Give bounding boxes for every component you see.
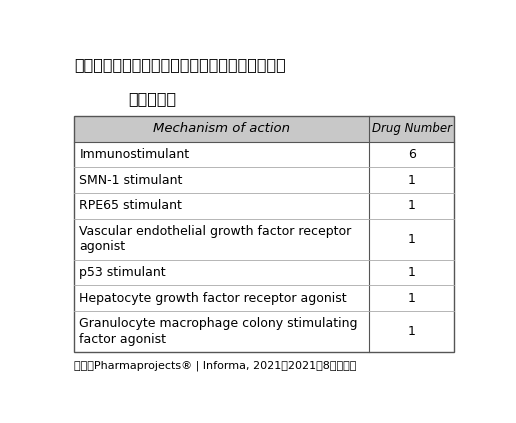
Text: Drug Number: Drug Number — [372, 122, 452, 135]
Text: 表４　承認済みの遷伝子治療薬における作用機序: 表４ 承認済みの遷伝子治療薬における作用機序 — [74, 57, 286, 72]
Text: 出所：Pharmaprojects® | Informa, 2021　2021年8月時点）: 出所：Pharmaprojects® | Informa, 2021 2021年… — [74, 360, 357, 371]
Bar — [74, 116, 455, 142]
Text: 1: 1 — [408, 199, 415, 212]
Text: Vascular endothelial growth factor receptor
agonist: Vascular endothelial growth factor recep… — [79, 225, 351, 253]
Text: Granulocyte macrophage colony stimulating
factor agonist: Granulocyte macrophage colony stimulatin… — [79, 317, 358, 346]
Text: 1: 1 — [408, 233, 415, 246]
Text: 1: 1 — [408, 325, 415, 338]
Text: SMN-1 stimulant: SMN-1 stimulant — [79, 173, 183, 187]
Text: Hepatocyte growth factor receptor agonist: Hepatocyte growth factor receptor agonis… — [79, 292, 347, 305]
Text: 1: 1 — [408, 292, 415, 305]
Text: Mechanism of action: Mechanism of action — [153, 122, 290, 135]
Text: Immunostimulant: Immunostimulant — [79, 148, 189, 161]
Text: 1: 1 — [408, 266, 415, 279]
Text: 別医薬品数: 別医薬品数 — [128, 91, 176, 107]
Text: 1: 1 — [408, 173, 415, 187]
Text: RPE65 stimulant: RPE65 stimulant — [79, 199, 182, 212]
Text: 6: 6 — [408, 148, 415, 161]
Text: p53 stimulant: p53 stimulant — [79, 266, 166, 279]
